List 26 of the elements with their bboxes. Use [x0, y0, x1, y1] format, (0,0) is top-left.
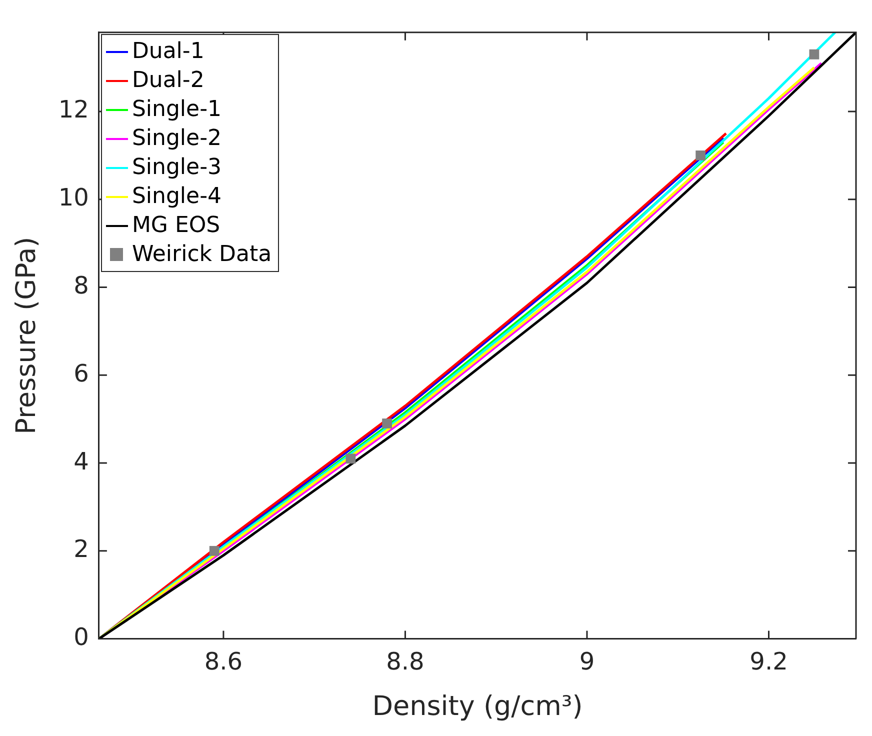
- point: [346, 454, 356, 464]
- x-tick-label: 8.6: [204, 647, 243, 676]
- x-tick-label: 9: [579, 647, 595, 676]
- y-tick-label: 0: [74, 623, 89, 652]
- legend-label: Single-1: [132, 97, 222, 122]
- legend-label: Dual-2: [132, 68, 204, 94]
- legend-label: MG EOS: [132, 213, 220, 238]
- x-tick-label: 9.2: [750, 647, 788, 676]
- point: [696, 150, 706, 160]
- legend-label: Single-3: [132, 155, 222, 180]
- y-tick-label: 2: [74, 535, 89, 564]
- x-axis-title: Density (g/cm³): [372, 690, 583, 722]
- y-axis-title: Pressure (GPa): [11, 236, 42, 434]
- legend-label: Weirick Data: [132, 242, 272, 268]
- point: [809, 49, 820, 60]
- legend-label: Single-4: [132, 184, 222, 210]
- x-tick-label: 8.8: [386, 647, 424, 676]
- y-tick-label: 8: [74, 272, 89, 300]
- y-tick-label: 6: [74, 359, 89, 388]
- point: [209, 546, 220, 556]
- legend-label: Single-2: [132, 126, 222, 152]
- y-tick-label: 4: [74, 447, 89, 476]
- y-tick-label: 10: [58, 184, 89, 212]
- point: [382, 418, 392, 428]
- legend-label: Dual-1: [132, 39, 204, 64]
- y-tick-label: 12: [58, 96, 89, 124]
